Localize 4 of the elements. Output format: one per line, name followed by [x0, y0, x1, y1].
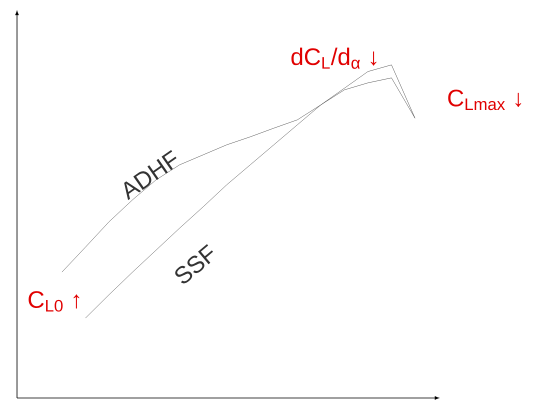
- annotation: dC$_{L}$/d$_{α}$ ↓: [291, 48, 376, 69]
- text: SSF: [175, 244, 214, 284]
- annotation: C$_{L0}$ ↑: [28, 291, 80, 312]
- text: C$_{Lmax}$ ↓: [448, 90, 522, 110]
